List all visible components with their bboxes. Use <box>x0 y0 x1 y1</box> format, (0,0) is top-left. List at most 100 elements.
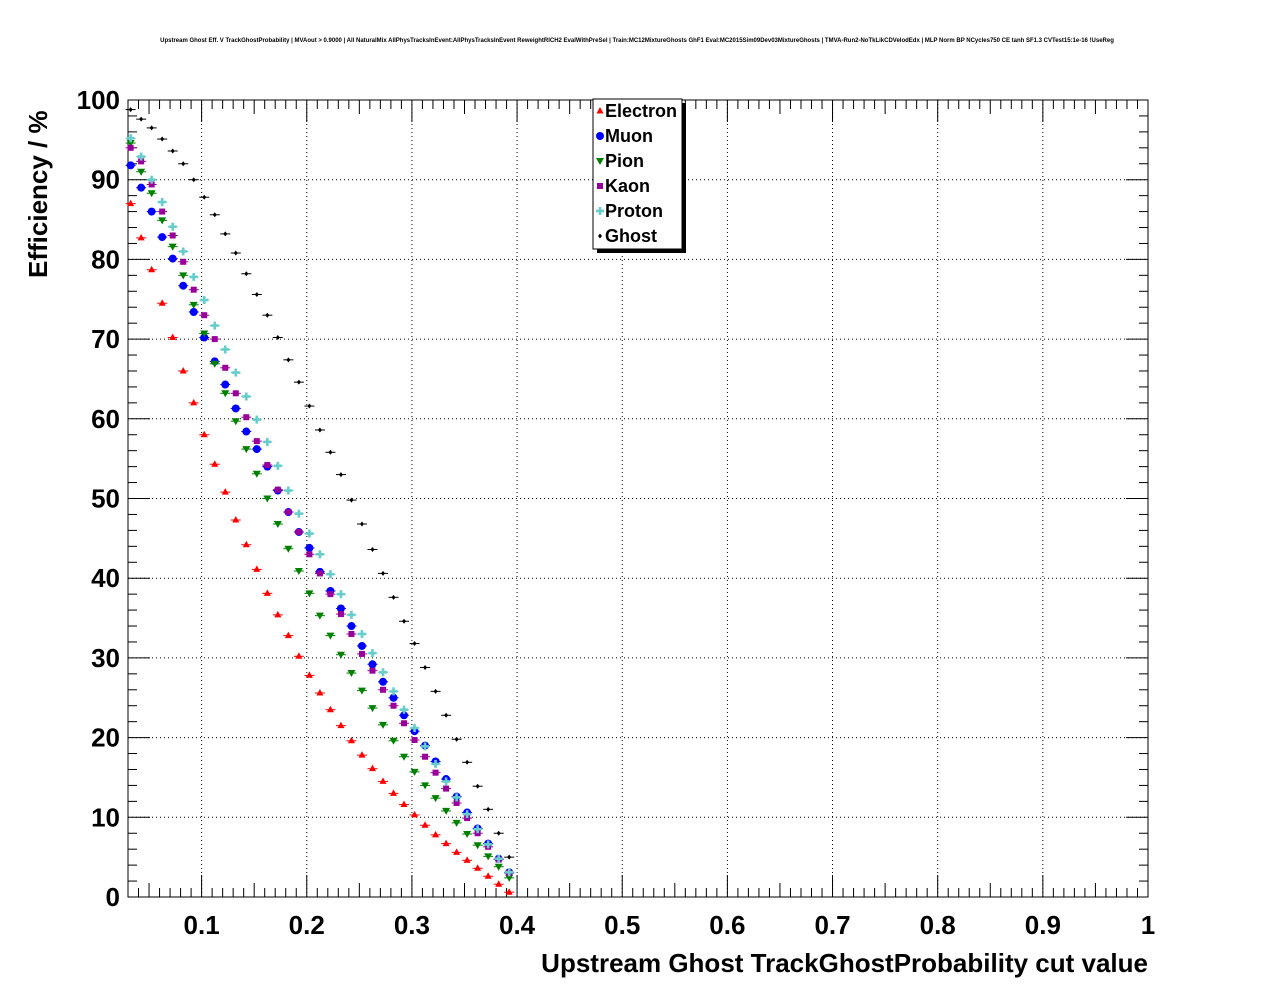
legend-box <box>592 98 683 250</box>
data-point-kaon <box>167 232 178 239</box>
data-point-kaon <box>304 551 315 558</box>
data-point-muon <box>157 233 168 242</box>
data-point-proton <box>346 610 357 619</box>
series-pion <box>125 140 515 882</box>
data-point-electron <box>146 265 157 273</box>
data-point-electron <box>167 333 178 341</box>
data-point-pion <box>378 721 388 729</box>
data-point-proton <box>314 550 325 559</box>
data-point-proton <box>146 175 157 184</box>
data-point-ghost <box>493 830 504 836</box>
data-point-proton <box>136 152 147 161</box>
data-point-muon <box>241 427 252 436</box>
y-tick-label: 50 <box>91 484 120 514</box>
data-point-pion <box>346 670 357 678</box>
data-point-pion <box>388 737 399 745</box>
data-point-ghost <box>293 379 304 385</box>
data-point-ghost <box>136 116 147 122</box>
data-point-ghost <box>346 497 357 503</box>
data-point-electron <box>188 398 199 406</box>
data-point-kaon <box>283 509 294 516</box>
data-point-kaon <box>272 486 283 493</box>
data-point-electron <box>378 777 388 784</box>
data-point-proton <box>472 825 483 834</box>
data-point-kaon <box>230 390 241 397</box>
data-point-electron <box>251 565 262 572</box>
y-tick-label: 40 <box>91 563 120 593</box>
data-point-pion <box>146 190 157 198</box>
legend-marker-ghost <box>598 233 602 239</box>
y-tick-label: 30 <box>91 643 120 673</box>
data-point-pion <box>283 545 294 553</box>
data-point-kaon <box>188 286 199 293</box>
x-axis-label: Upstream Ghost TrackGhostProbability cut… <box>541 948 1148 978</box>
data-point-kaon <box>441 785 452 792</box>
data-point-proton <box>209 321 220 330</box>
data-point-proton <box>304 529 315 538</box>
data-point-kaon <box>125 144 136 151</box>
data-point-pion <box>136 168 147 176</box>
data-point-kaon <box>409 736 420 743</box>
data-point-ghost <box>325 449 336 455</box>
data-point-kaon <box>367 667 378 674</box>
data-point-electron <box>230 516 241 523</box>
data-point-pion <box>441 807 452 815</box>
data-point-electron <box>493 880 504 887</box>
data-point-pion <box>199 330 210 338</box>
data-point-proton <box>283 486 294 495</box>
y-tick-label: 10 <box>91 802 120 832</box>
data-point-proton <box>125 134 136 143</box>
data-point-electron <box>462 856 473 863</box>
data-point-pion <box>157 217 168 225</box>
data-point-kaon <box>314 570 325 577</box>
data-point-pion <box>188 301 199 309</box>
data-point-kaon <box>199 312 210 319</box>
data-point-pion <box>462 831 473 839</box>
data-point-ghost <box>335 472 346 478</box>
data-point-ghost <box>167 148 178 154</box>
data-point-electron <box>241 540 252 548</box>
data-point-muon <box>304 543 315 552</box>
y-tick-label: 60 <box>91 404 120 434</box>
data-point-pion <box>251 470 262 478</box>
data-point-kaon <box>220 364 231 371</box>
data-point-pion <box>314 612 325 620</box>
data-point-pion <box>230 418 241 426</box>
legend: Electron Muon Pion Kaon Proton Ghost <box>592 98 686 253</box>
data-point-electron <box>399 800 410 808</box>
data-point-ghost <box>430 688 441 694</box>
data-point-electron <box>430 830 441 838</box>
data-point-ghost <box>304 403 315 409</box>
data-point-kaon <box>178 258 189 265</box>
data-point-electron <box>483 872 494 879</box>
data-point-muon <box>367 660 378 669</box>
data-point-electron <box>441 839 452 847</box>
data-point-proton <box>272 461 283 470</box>
data-point-muon <box>136 183 147 192</box>
data-point-kaon <box>399 720 410 727</box>
data-point-electron <box>262 589 273 596</box>
data-point-proton <box>399 705 410 714</box>
x-tick-label: 0.2 <box>289 910 325 940</box>
data-point-proton <box>420 742 431 751</box>
data-point-pion <box>335 651 346 659</box>
data-point-electron <box>356 751 367 758</box>
data-point-electron <box>136 233 147 241</box>
data-point-ghost <box>462 759 473 765</box>
x-tick-label: 0.4 <box>499 910 536 940</box>
data-point-electron <box>346 736 357 744</box>
data-point-electron <box>178 366 189 374</box>
data-point-kaon <box>335 611 346 618</box>
data-point-ghost <box>399 618 410 624</box>
data-point-kaon <box>388 702 399 709</box>
data-point-kaon <box>451 799 462 806</box>
data-point-proton <box>293 509 304 518</box>
data-points <box>125 107 515 895</box>
data-point-ghost <box>146 125 157 131</box>
data-point-electron <box>272 610 283 618</box>
data-point-proton <box>199 296 210 305</box>
data-point-electron <box>314 688 325 696</box>
data-point-electron <box>388 789 399 796</box>
data-point-proton <box>157 198 168 207</box>
